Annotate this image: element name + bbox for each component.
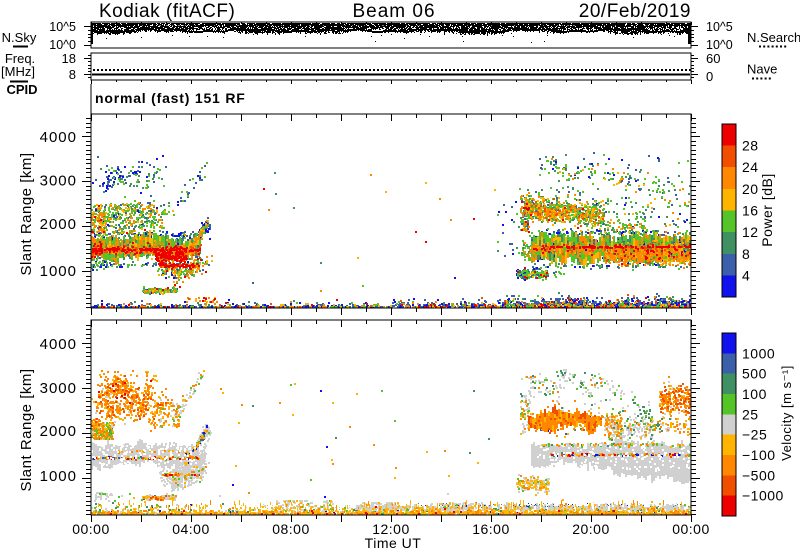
svg-text:Slant Range [km]: Slant Range [km] [18, 368, 35, 491]
svg-text:−500: −500 [742, 467, 776, 483]
svg-text:24: 24 [742, 159, 759, 175]
svg-text:20/Feb/2019: 20/Feb/2019 [579, 1, 691, 22]
svg-text:Velocity [m s⁻¹]: Velocity [m s⁻¹] [779, 365, 794, 461]
svg-text:1000: 1000 [742, 345, 775, 361]
svg-text:00:00: 00:00 [72, 521, 110, 537]
svg-text:12:00: 12:00 [372, 521, 410, 537]
svg-text:04:00: 04:00 [172, 521, 210, 537]
svg-text:8: 8 [69, 67, 76, 82]
svg-text:16: 16 [742, 203, 759, 219]
svg-text:Kodiak (fitACF): Kodiak (fitACF) [99, 1, 235, 22]
svg-text:−25: −25 [742, 427, 767, 443]
svg-text:Nave: Nave [747, 62, 777, 77]
svg-text:CPID: CPID [6, 82, 37, 97]
svg-text:1000: 1000 [40, 468, 77, 485]
svg-text:2000: 2000 [40, 423, 77, 440]
svg-text:[MHz]: [MHz] [1, 64, 35, 79]
svg-text:3000: 3000 [40, 380, 77, 397]
svg-text:4000: 4000 [40, 336, 77, 353]
svg-text:1000: 1000 [40, 263, 77, 280]
svg-text:10^5: 10^5 [706, 20, 733, 34]
svg-text:10^0: 10^0 [49, 38, 76, 52]
svg-text:Beam 06: Beam 06 [352, 1, 435, 22]
svg-text:−100: −100 [742, 447, 776, 463]
svg-text:10^5: 10^5 [49, 20, 76, 34]
svg-text:12: 12 [742, 224, 759, 240]
svg-text:60: 60 [706, 51, 720, 66]
svg-text:Power [dB]: Power [dB] [759, 173, 775, 246]
svg-text:500: 500 [742, 366, 767, 382]
svg-text:Time UT: Time UT [365, 535, 422, 551]
svg-text:100: 100 [742, 386, 767, 402]
svg-text:Slant Range [km]: Slant Range [km] [18, 152, 35, 275]
svg-text:00:00: 00:00 [672, 521, 710, 537]
svg-text:Freq.: Freq. [5, 51, 35, 66]
svg-text:20: 20 [742, 181, 759, 197]
svg-text:10^0: 10^0 [706, 38, 733, 52]
svg-text:0: 0 [706, 69, 713, 84]
svg-text:−1000: −1000 [742, 488, 784, 504]
svg-text:08:00: 08:00 [272, 521, 310, 537]
svg-text:25: 25 [742, 406, 759, 422]
svg-text:18: 18 [62, 51, 76, 66]
svg-text:3000: 3000 [40, 172, 77, 189]
svg-text:28: 28 [742, 138, 759, 154]
svg-text:2000: 2000 [40, 216, 77, 233]
svg-text:4: 4 [742, 267, 750, 283]
svg-text:4000: 4000 [40, 129, 77, 146]
svg-text:N.Search: N.Search [747, 30, 800, 45]
svg-text:N.Sky: N.Sky [2, 30, 37, 45]
svg-text:20:00: 20:00 [572, 521, 610, 537]
svg-text:normal (fast) 151 RF: normal (fast) 151 RF [95, 90, 246, 106]
svg-text:16:00: 16:00 [472, 521, 510, 537]
svg-text:8: 8 [742, 246, 750, 262]
